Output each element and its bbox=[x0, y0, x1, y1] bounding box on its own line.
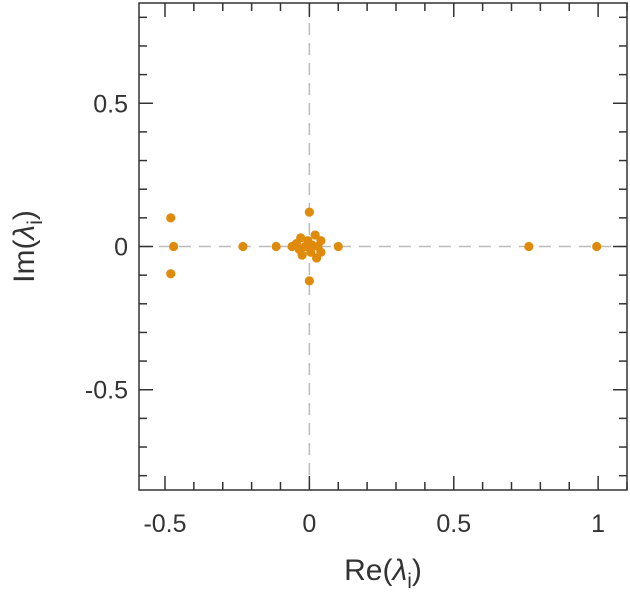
y-tick-label: 0 bbox=[114, 234, 128, 262]
y-axis-label-suffix: ) bbox=[8, 210, 41, 220]
x-axis-label-suffix: ) bbox=[412, 554, 422, 587]
x-axis-label: Re(λi) bbox=[344, 554, 422, 593]
data-point bbox=[316, 236, 326, 246]
data-point bbox=[297, 250, 307, 260]
data-point bbox=[238, 241, 248, 252]
reference-lines bbox=[139, 3, 627, 490]
y-axis-label-prefix: Im( bbox=[8, 240, 41, 283]
x-tick-label: -0.5 bbox=[143, 510, 186, 538]
x-axis-label-subscript: i bbox=[407, 570, 412, 593]
x-tick-label: 0 bbox=[302, 510, 316, 538]
y-axis-label: Im(λi) bbox=[8, 210, 47, 283]
y-axis-label-symbol: λ bbox=[8, 225, 41, 242]
y-tick-label: -0.5 bbox=[85, 377, 128, 405]
axis-ticks: -0.5 0 0.5 1 0.5 0 -0.5 bbox=[85, 3, 628, 538]
x-tick-label: 0.5 bbox=[436, 510, 471, 538]
x-axis-label-prefix: Re( bbox=[344, 554, 392, 587]
data-points bbox=[166, 207, 602, 286]
data-point bbox=[296, 233, 306, 243]
data-point bbox=[310, 230, 320, 240]
y-tick-label: 0.5 bbox=[93, 90, 128, 118]
data-point bbox=[592, 241, 602, 252]
data-point bbox=[304, 207, 314, 217]
x-tick-label: 1 bbox=[591, 510, 605, 538]
data-point bbox=[333, 241, 343, 252]
data-point bbox=[271, 241, 281, 252]
data-point bbox=[316, 247, 326, 257]
x-axis-label-symbol: λ bbox=[390, 554, 407, 587]
data-point bbox=[306, 247, 316, 257]
data-point bbox=[166, 213, 176, 223]
data-point bbox=[169, 241, 179, 252]
data-point bbox=[304, 276, 314, 286]
data-point bbox=[166, 269, 176, 279]
data-point bbox=[524, 241, 534, 252]
y-axis-label-subscript: i bbox=[24, 220, 47, 225]
